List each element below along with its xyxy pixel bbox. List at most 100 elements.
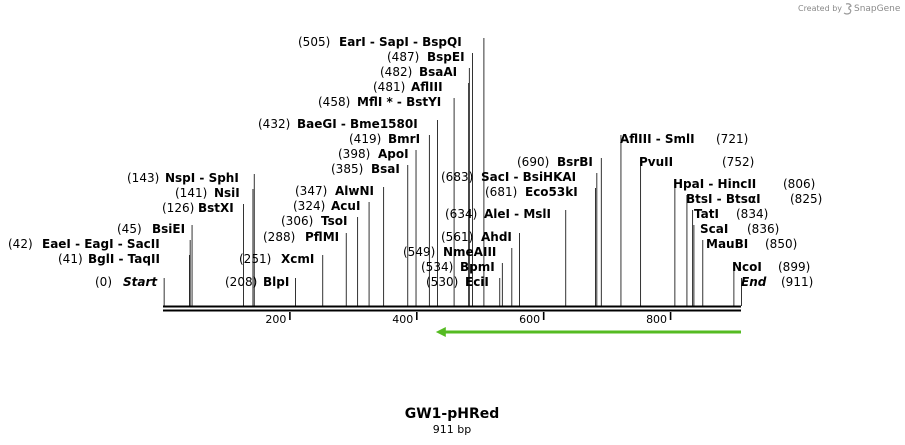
enzyme-name: AlwNI [335,184,374,198]
enzyme-name: BsaI [371,162,400,176]
cut-site[interactable]: XcmI (251) [239,252,314,266]
site-position: (141) [175,186,207,200]
credit-brand: SnapGene [854,4,901,14]
cut-site[interactable]: BsaAI (482) [380,65,457,79]
site-position: (850) [765,237,797,251]
site-position: (306) [281,214,313,228]
cut-site[interactable]: PvuII (752) [639,155,754,169]
enzyme-name: BglI - TaqII [88,252,160,266]
cut-site[interactable]: EaeI - EagI - SacII (42) [8,237,160,251]
site-position: (324) [293,199,325,213]
site-position: (549) [403,245,435,259]
site-position: (836) [747,222,779,236]
cut-site[interactable]: BglI - TaqII (41) [58,252,160,266]
enzyme-name: BsiEI [152,222,185,236]
cut-site[interactable]: BsrBI (690) [517,155,593,169]
site-position: (482) [380,65,412,79]
cut-site[interactable]: AcuI (324) [293,199,360,213]
cut-site[interactable]: ScaI (836) [700,222,779,236]
cut-site[interactable]: TatI (834) [694,207,768,221]
cut-site[interactable]: BtsI - BtsαI (825) [686,192,822,206]
cut-site[interactable]: Eco53kI (681) [485,185,578,199]
site-position: (487) [387,50,419,64]
ruler: 200 400 600 800 [265,312,672,326]
feature-arrow[interactable] [435,327,741,337]
enzyme-name: BpmI [460,260,495,274]
site-position: (834) [736,207,768,221]
enzyme-name: NsiI [214,186,240,200]
cut-site[interactable]: MauBI (850) [706,237,797,251]
ruler-tick-label: 200 [265,313,286,326]
enzyme-name: BspEI [427,50,465,64]
cut-site[interactable]: BmrI (419) [349,132,420,146]
cut-site[interactable]: PflMI (288) [263,230,339,244]
cut-site[interactable]: BlpI (208) [225,275,289,289]
site-position: (208) [225,275,257,289]
cut-site[interactable]: Start (0) [95,275,158,289]
cut-site[interactable]: HpaI - HincII (806) [673,177,815,191]
site-position: (126) [162,201,194,215]
credit-prefix: Created by [798,4,842,13]
enzyme-name: HpaI - HincII [673,177,756,191]
enzyme-name: EciI [465,275,489,289]
cut-site[interactable]: NspI - SphI (143) [127,171,239,185]
cut-site-labels: Start (0) BglI - TaqII (41)EaeI - EagI - Sa… [8,35,822,289]
site-position: (911) [781,275,813,289]
site-position: (347) [295,184,327,198]
cut-site[interactable]: BspEI (487) [387,50,465,64]
sequence-backbone [163,305,741,312]
enzyme-name: PflMI [305,230,339,244]
cut-site[interactable]: EarI - SapI - BspQI (505) [298,35,462,49]
ruler-tick-label: 800 [646,313,667,326]
cut-site[interactable]: AhdI (561) [441,230,512,244]
enzyme-name: PvuII [639,155,673,169]
cut-site[interactable]: SacI - BsiHKAI (683) [441,170,576,184]
cut-site[interactable]: AflIII - SmlI (721) [620,132,748,146]
cut-site[interactable]: BaeGI - Bme1580I (432) [258,117,418,131]
cut-site[interactable]: AleI - MslI (634) [445,207,551,221]
site-position: (41) [58,252,83,266]
cut-site[interactable]: NmeAIII (549) [403,245,496,259]
cut-site[interactable]: End (911) [741,275,813,289]
enzyme-name: End [741,275,767,289]
site-position: (288) [263,230,295,244]
cut-site[interactable]: BsaI (385) [331,162,400,176]
cut-site[interactable]: BsiEI (45) [117,222,185,236]
cut-site[interactable]: AflIII (481) [373,80,443,94]
site-position: (505) [298,35,330,49]
site-position: (143) [127,171,159,185]
enzyme-name: BmrI [388,132,420,146]
cut-site[interactable]: NcoI (899) [732,260,810,274]
site-position: (385) [331,162,363,176]
site-position: (398) [338,147,370,161]
enzyme-name: BsaAI [419,65,457,79]
cut-site[interactable]: TsoI (306) [281,214,347,228]
enzyme-name: NcoI [732,260,762,274]
site-position: (899) [778,260,810,274]
enzyme-name: SacI - BsiHKAI [481,170,576,184]
enzyme-name: BaeGI - Bme1580I [297,117,418,131]
cut-site[interactable]: BstXI (126) [162,201,234,215]
site-position: (458) [318,95,350,109]
feature-arrow-head [435,327,446,337]
enzyme-name: AcuI [331,199,360,213]
snapgene-logo-icon [843,3,852,15]
site-position: (752) [722,155,754,169]
enzyme-name: BsrBI [557,155,593,169]
enzyme-name: AflIII [411,80,443,94]
cut-site[interactable]: BpmI (534) [421,260,495,274]
site-position: (634) [445,207,477,221]
cut-site[interactable]: ApoI (398) [338,147,409,161]
cut-site[interactable]: EciI (530) [426,275,489,289]
enzyme-name: NmeAIII [443,245,496,259]
site-position: (45) [117,222,142,236]
cut-site[interactable]: AlwNI (347) [295,184,374,198]
site-position: (42) [8,237,33,251]
enzyme-name: ScaI [700,222,728,236]
ruler-tick-label: 400 [392,313,413,326]
site-position: (561) [441,230,473,244]
enzyme-name: BlpI [263,275,289,289]
cut-site[interactable]: NsiI (141) [175,186,240,200]
cut-site[interactable]: MflI * - BstYI (458) [318,95,441,109]
